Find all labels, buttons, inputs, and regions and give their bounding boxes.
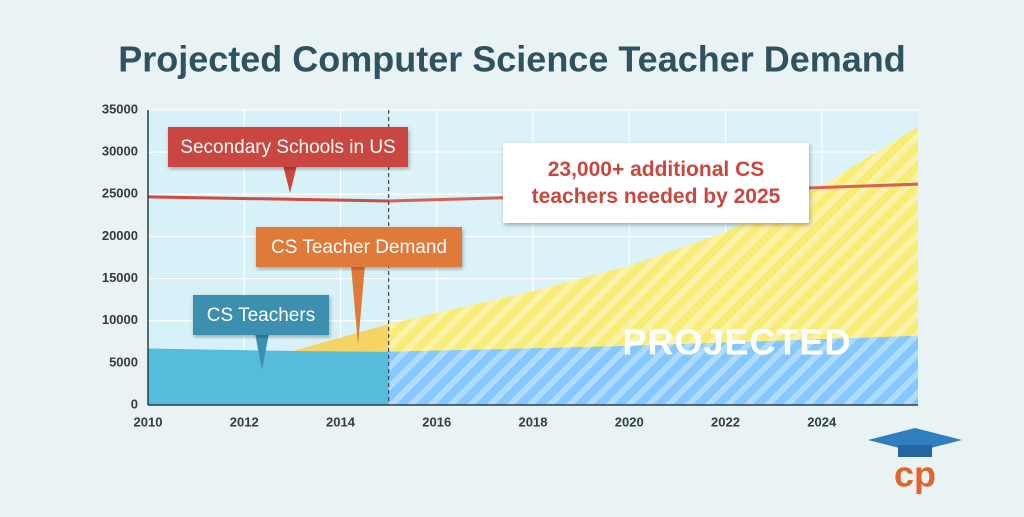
callout-pointer <box>351 265 365 345</box>
note-line: teachers needed by 2025 <box>532 185 781 208</box>
x-tick-label: 2012 <box>230 414 259 429</box>
callout-box <box>168 127 408 167</box>
y-tick-label: 30000 <box>102 144 138 159</box>
y-tick-label: 20000 <box>102 228 138 243</box>
callout-pointer <box>283 165 297 193</box>
x-tick-label: 2016 <box>422 414 451 429</box>
x-tick-label: 2014 <box>326 414 356 429</box>
logo-cap <box>868 428 962 452</box>
callout-box <box>193 295 329 335</box>
note-box <box>503 143 809 223</box>
x-tick-label: 2022 <box>711 414 740 429</box>
y-tick-label: 5000 <box>109 354 138 369</box>
y-tick-label: 10000 <box>102 312 138 327</box>
chart-title: Projected Computer Science Teacher Deman… <box>118 39 906 80</box>
x-tick-label: 2024 <box>807 414 837 429</box>
legend-label: CS Teachers <box>207 305 315 326</box>
hatch <box>388 126 918 405</box>
projected-label: PROJECTED <box>622 322 851 363</box>
hatch <box>388 335 918 405</box>
y-tick-label: 25000 <box>102 186 138 201</box>
note: 23,000+ additional CS teachers needed by … <box>532 158 781 208</box>
logo-text: cp <box>894 454 936 495</box>
callout-box <box>256 227 462 267</box>
y-tick-label: 35000 <box>102 101 138 116</box>
logo-cap-base <box>898 445 932 457</box>
x-tick-label: 2010 <box>134 414 163 429</box>
legend-label: CS Teacher Demand <box>271 237 447 258</box>
y-tick-label: 0 <box>131 396 138 411</box>
callout-pointer <box>255 333 269 370</box>
x-tick-label: 2020 <box>615 414 644 429</box>
note-line: 23,000+ additional CS <box>548 158 765 181</box>
legend-label: Secondary Schools in US <box>180 137 395 158</box>
x-tick-label: 2018 <box>519 414 548 429</box>
y-tick-label: 15000 <box>102 270 138 285</box>
